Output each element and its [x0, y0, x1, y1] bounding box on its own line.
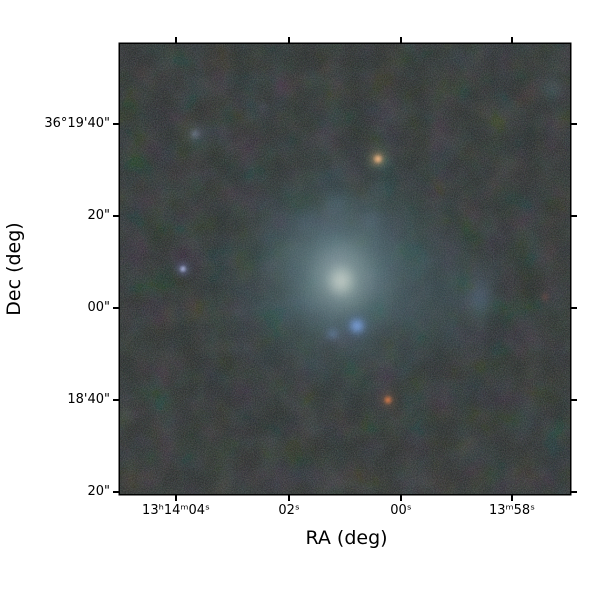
y-tick-mark-right — [570, 123, 577, 125]
y-tick-label: 00" — [87, 300, 110, 315]
x-tick-mark — [400, 494, 402, 501]
y-tick-mark — [113, 491, 120, 493]
sky-image — [120, 44, 570, 494]
x-tick-label: 13ᵐ58ˢ — [488, 503, 535, 518]
y-tick-mark-right — [570, 307, 577, 309]
x-axis-label: RA (deg) — [305, 527, 388, 549]
y-tick-mark — [113, 307, 120, 309]
x-tick-mark-top — [175, 37, 177, 44]
x-tick-mark — [175, 494, 177, 501]
x-tick-mark-top — [288, 37, 290, 44]
y-tick-mark-right — [570, 491, 577, 493]
x-tick-mark-top — [400, 37, 402, 44]
y-tick-label: 20" — [87, 207, 110, 223]
x-tick-label: 00ˢ — [390, 503, 412, 518]
x-tick-mark-top — [511, 37, 513, 44]
sky-grain-overlay — [120, 44, 570, 494]
y-tick-label: 20" — [87, 484, 110, 500]
y-tick-mark — [113, 215, 120, 217]
y-tick-mark-right — [570, 215, 577, 217]
x-tick-mark — [288, 494, 290, 501]
x-tick-label: 02ˢ — [278, 503, 300, 518]
x-tick-label: 13ʰ14ᵐ04ˢ — [142, 503, 210, 518]
y-tick-label: 18'40" — [67, 391, 110, 407]
y-tick-mark — [113, 399, 120, 401]
y-tick-label: 36°19'40" — [44, 116, 110, 131]
x-tick-mark — [511, 494, 513, 501]
y-tick-mark — [113, 123, 120, 125]
y-tick-mark-right — [570, 399, 577, 401]
